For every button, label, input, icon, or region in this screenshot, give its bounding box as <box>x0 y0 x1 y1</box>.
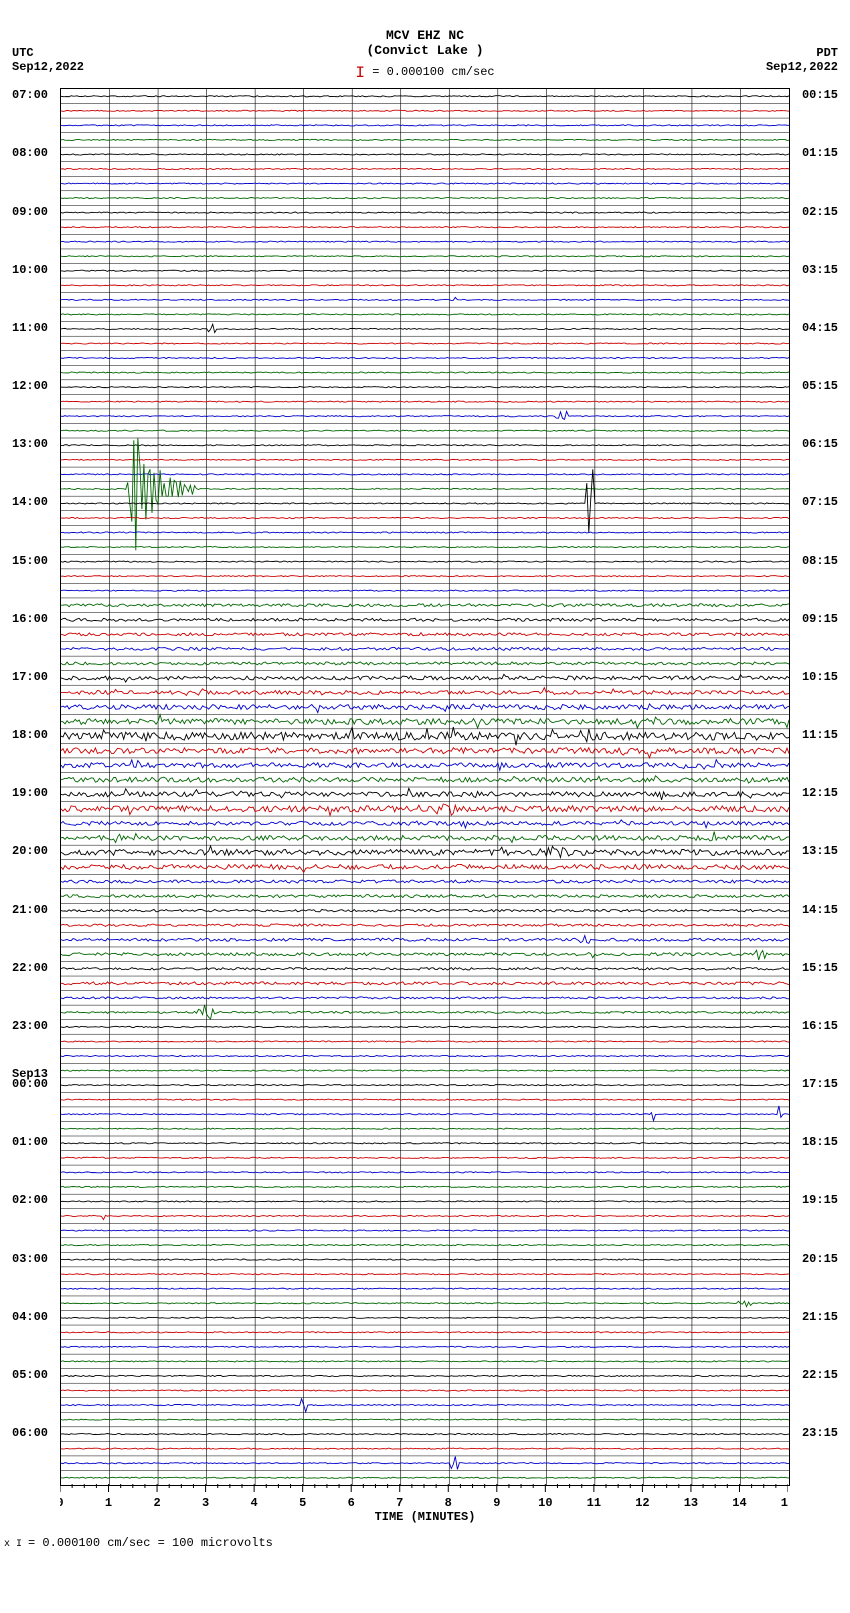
time-label: 05:00 <box>12 1368 48 1382</box>
time-label: 09:00 <box>12 205 48 219</box>
time-label: 23:00 <box>12 1019 48 1033</box>
time-label: 00:00 <box>12 1077 48 1091</box>
time-label: 16:00 <box>12 612 48 626</box>
time-label: 14:15 <box>802 903 838 917</box>
time-label: 21:00 <box>12 903 48 917</box>
scale-value: = 0.000100 cm/sec <box>372 65 494 79</box>
time-label: 01:15 <box>802 146 838 160</box>
svg-text:9: 9 <box>493 1496 500 1510</box>
time-label: 17:00 <box>12 670 48 684</box>
right-timezone: PDT <box>816 46 838 60</box>
time-label: 11:00 <box>12 321 48 335</box>
time-label: 21:15 <box>802 1310 838 1324</box>
time-label: 06:00 <box>12 1426 48 1440</box>
time-label: 23:15 <box>802 1426 838 1440</box>
footer-scale: x I = 0.000100 cm/sec = 100 microvolts <box>4 1536 273 1550</box>
time-label: 05:15 <box>802 379 838 393</box>
svg-text:3: 3 <box>202 1496 209 1510</box>
time-label: 16:15 <box>802 1019 838 1033</box>
time-label: 04:00 <box>12 1310 48 1324</box>
svg-text:8: 8 <box>445 1496 452 1510</box>
time-label: 19:15 <box>802 1193 838 1207</box>
scale-bar-icon: I <box>355 64 365 82</box>
svg-text:5: 5 <box>299 1496 306 1510</box>
time-label: 13:00 <box>12 437 48 451</box>
left-timezone: UTC <box>12 46 34 60</box>
footer-prefix: x I <box>4 1539 28 1550</box>
x-axis-label: TIME (MINUTES) <box>0 1510 850 1524</box>
seismogram-container: MCV EHZ NC (Convict Lake ) I = 0.000100 … <box>0 0 850 1613</box>
time-label: 15:00 <box>12 554 48 568</box>
station-location: (Convict Lake ) <box>0 43 850 58</box>
time-label: 19:00 <box>12 786 48 800</box>
time-label: 04:15 <box>802 321 838 335</box>
svg-text:13: 13 <box>684 1496 698 1510</box>
time-label: 18:15 <box>802 1135 838 1149</box>
station-code: MCV EHZ NC <box>386 28 464 43</box>
right-date: Sep12,2022 <box>766 60 838 74</box>
time-label: 10:15 <box>802 670 838 684</box>
helicorder-svg <box>61 89 789 1485</box>
time-label: 17:15 <box>802 1077 838 1091</box>
time-label: 12:15 <box>802 786 838 800</box>
time-label: 01:00 <box>12 1135 48 1149</box>
time-label: 03:00 <box>12 1252 48 1266</box>
footer-text: = 0.000100 cm/sec = 100 microvolts <box>28 1536 273 1550</box>
right-time-labels: 00:15 01:15 02:15 03:15 04:15 05:15 06:15 07:15… <box>792 88 838 1486</box>
time-label: 00:15 <box>802 88 838 102</box>
time-label: 03:15 <box>802 263 838 277</box>
svg-text:6: 6 <box>348 1496 355 1510</box>
time-label: 15:15 <box>802 961 838 975</box>
svg-text:10: 10 <box>538 1496 552 1510</box>
svg-text:0: 0 <box>60 1496 64 1510</box>
helicorder-plot <box>60 88 790 1486</box>
svg-text:4: 4 <box>251 1496 258 1510</box>
time-label: 09:15 <box>802 612 838 626</box>
time-label: 08:00 <box>12 146 48 160</box>
time-label: 08:15 <box>802 554 838 568</box>
time-label: 14:00 <box>12 495 48 509</box>
header: MCV EHZ NC (Convict Lake ) <box>0 28 850 58</box>
time-label: 20:00 <box>12 844 48 858</box>
svg-text:12: 12 <box>635 1496 649 1510</box>
time-label: 12:00 <box>12 379 48 393</box>
time-label: 07:15 <box>802 495 838 509</box>
svg-text:1: 1 <box>105 1496 112 1510</box>
left-time-labels: 07:00 08:00 09:00 10:00 11:00 12:00 13:00 14:00… <box>12 88 58 1486</box>
time-label: 02:15 <box>802 205 838 219</box>
time-label: 13:15 <box>802 844 838 858</box>
time-label: 07:00 <box>12 88 48 102</box>
svg-text:7: 7 <box>396 1496 403 1510</box>
svg-text:15: 15 <box>781 1496 788 1510</box>
svg-text:14: 14 <box>732 1496 746 1510</box>
time-label: 20:15 <box>802 1252 838 1266</box>
time-label: 11:15 <box>802 728 838 742</box>
time-label: 22:00 <box>12 961 48 975</box>
time-label: 22:15 <box>802 1368 838 1382</box>
time-label: 06:15 <box>802 437 838 451</box>
left-date: Sep12,2022 <box>12 60 84 74</box>
scale-indicator: I = 0.000100 cm/sec <box>0 64 850 82</box>
svg-text:11: 11 <box>587 1496 601 1510</box>
svg-text:2: 2 <box>153 1496 160 1510</box>
time-label: 18:00 <box>12 728 48 742</box>
time-label: 02:00 <box>12 1193 48 1207</box>
time-label: 10:00 <box>12 263 48 277</box>
